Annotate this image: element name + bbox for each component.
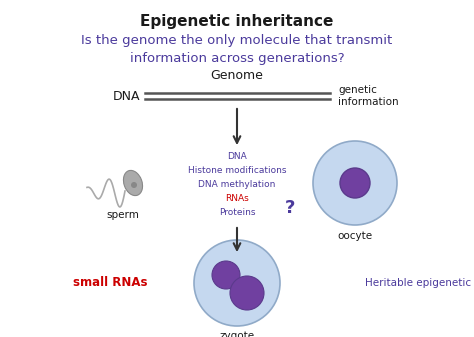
Circle shape — [194, 240, 280, 326]
Text: Proteins: Proteins — [219, 208, 255, 217]
Text: Genome: Genome — [210, 69, 264, 82]
Text: genetic
information: genetic information — [338, 85, 399, 107]
Circle shape — [212, 261, 240, 289]
Text: Is the genome the only molecule that transmit: Is the genome the only molecule that tra… — [82, 34, 392, 47]
Text: DNA: DNA — [112, 90, 140, 102]
Text: Histone modifications: Histone modifications — [188, 166, 286, 175]
Text: DNA methylation: DNA methylation — [198, 180, 276, 189]
Text: Heritable epigenetic functions?: Heritable epigenetic functions? — [365, 278, 474, 288]
Circle shape — [131, 182, 137, 188]
Text: oocyte: oocyte — [337, 231, 373, 241]
Text: DNA: DNA — [227, 152, 247, 161]
Circle shape — [230, 276, 264, 310]
Text: ?: ? — [285, 199, 295, 217]
Text: sperm: sperm — [107, 210, 139, 220]
Text: RNAs: RNAs — [225, 194, 249, 203]
Text: Epigenetic inheritance: Epigenetic inheritance — [140, 14, 334, 29]
Ellipse shape — [123, 171, 143, 195]
Circle shape — [340, 168, 370, 198]
Text: zygote: zygote — [219, 331, 255, 337]
Text: information across generations?: information across generations? — [130, 52, 344, 65]
Text: small RNAs: small RNAs — [73, 276, 147, 289]
Circle shape — [313, 141, 397, 225]
